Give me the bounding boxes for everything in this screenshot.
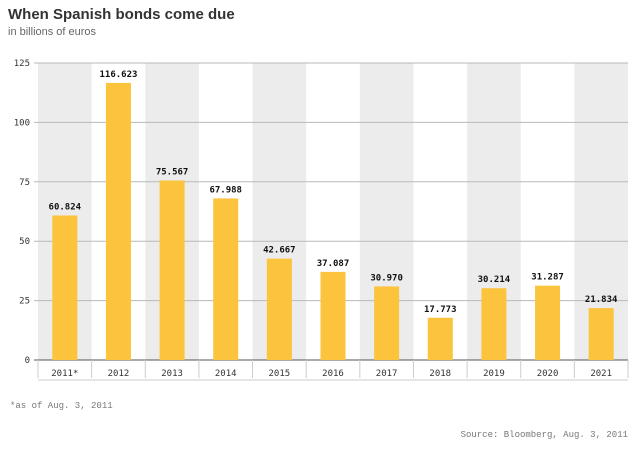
x-tick-label: 2021 [590, 369, 612, 379]
bar [481, 288, 507, 360]
bar [320, 271, 346, 360]
axes: 0 25 50 75 100 125 2011* 2012 2013 2014 2015 2016 20… [14, 59, 629, 381]
x-tick-label: 2020 [537, 369, 559, 379]
data-label: 30.970 [370, 273, 403, 283]
footnote: *as of Aug. 3, 2011 [10, 401, 113, 411]
y-tick-label: 100 [14, 118, 30, 128]
bars [52, 82, 614, 361]
data-label: 67.988 [209, 185, 242, 195]
x-tick-label: 2018 [429, 369, 451, 379]
x-tick-label: 2013 [161, 369, 183, 379]
x-tick-label: 2014 [215, 369, 237, 379]
data-label: 21.834 [585, 295, 618, 305]
chart-title: When Spanish bonds come due [8, 6, 235, 23]
data-label: 60.824 [49, 202, 82, 212]
bar [105, 82, 131, 361]
data-label: 75.567 [156, 167, 189, 177]
bar [374, 286, 400, 360]
data-label: 30.214 [478, 275, 511, 285]
data-label: 37.087 [317, 259, 350, 269]
y-tick-label: 50 [19, 237, 30, 247]
bar [266, 258, 292, 360]
x-tick-label: 2015 [269, 369, 291, 379]
y-tick-label: 25 [19, 297, 30, 307]
data-label: 42.667 [263, 246, 296, 256]
x-tick-label: 2011* [51, 369, 78, 379]
y-tick-label: 75 [19, 178, 30, 188]
data-labels: 60.824 116.623 75.567 67.988 42.667 37.087 30.… [49, 70, 618, 315]
bar [427, 317, 453, 360]
bar [52, 215, 78, 360]
x-tick-label: 2016 [322, 369, 344, 379]
x-tick-label: 2017 [376, 369, 398, 379]
data-label: 17.773 [424, 305, 457, 315]
bar [588, 308, 614, 360]
bar [213, 198, 239, 360]
chart-subtitle: in billions of euros [8, 26, 97, 38]
data-label: 31.287 [531, 273, 564, 283]
y-tick-label: 0 [25, 356, 30, 366]
source-note: Source: Bloomberg, Aug. 3, 2011 [460, 430, 628, 440]
x-tick-label: 2019 [483, 369, 505, 379]
bar [159, 180, 185, 360]
bar [535, 285, 561, 360]
y-tick-label: 125 [14, 59, 30, 69]
data-label: 116.623 [99, 70, 137, 80]
x-tick-label: 2012 [108, 369, 130, 379]
